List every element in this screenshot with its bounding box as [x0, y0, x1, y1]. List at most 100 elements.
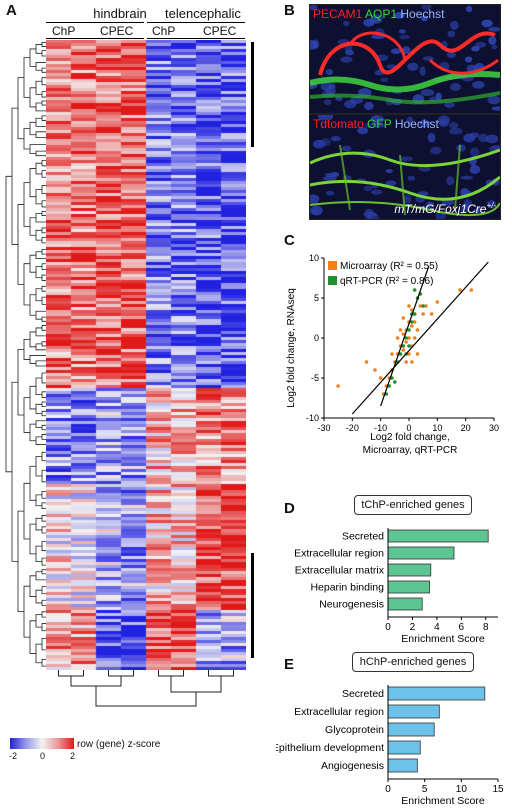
- category-label: Glycoprotein: [325, 724, 384, 736]
- nucleus: [446, 51, 456, 59]
- nucleus: [421, 15, 428, 22]
- nucleus: [430, 146, 442, 155]
- microarray-point: [469, 288, 474, 292]
- dendrogram-branch: [41, 434, 46, 440]
- dendrogram-branch: [41, 316, 46, 322]
- dendrogram-branch: [35, 44, 42, 54]
- dendrogram-branch: [29, 355, 46, 364]
- nucleus: [444, 102, 455, 108]
- nucleus: [370, 14, 383, 24]
- nucleus: [363, 185, 373, 192]
- microarray-point: [424, 304, 428, 308]
- scatter-y-tick-label: 10: [309, 253, 319, 263]
- dendrogram-branch: [35, 117, 46, 127]
- nucleus: [325, 190, 335, 196]
- microarray-point: [336, 384, 340, 388]
- microscopy-bottom-image: [310, 115, 500, 219]
- qrtpcr-point: [398, 352, 403, 356]
- microarray-point: [401, 348, 406, 352]
- nucleus: [406, 116, 414, 124]
- column-dendrogram-branch: [158, 670, 184, 677]
- panel-letter-c: C: [284, 232, 295, 249]
- enrichment-bar: [387, 529, 489, 543]
- nucleus: [310, 5, 318, 11]
- scatter-y-tick-label: -10: [306, 413, 319, 423]
- label-pecam1: PECAM1: [313, 7, 363, 21]
- column-dendrogram-branch: [170, 676, 222, 693]
- column-dendrogram-branch: [58, 670, 84, 677]
- dendrogram-branch: [17, 510, 24, 613]
- dendrogram-branch: [35, 360, 46, 367]
- dendrogram-branch: [23, 585, 30, 638]
- enrichment-bar: [387, 704, 440, 719]
- scatter-y-tick-label: -5: [311, 373, 319, 383]
- dendrogram-branch: [35, 213, 46, 223]
- column-dendrogram-branch: [95, 686, 197, 707]
- microarray-point: [378, 376, 383, 380]
- dendrogram-branch: [35, 62, 46, 71]
- legend-tick-max: 2: [70, 751, 76, 761]
- microarray-point: [407, 304, 411, 308]
- dendrogram-branch: [41, 100, 46, 106]
- nucleus: [470, 147, 480, 157]
- panel-letter-a: A: [6, 2, 17, 19]
- dendrogram-branch: [41, 569, 46, 575]
- category-label: Extracellular region: [294, 706, 384, 718]
- enrichment-bar: [387, 686, 486, 701]
- nucleus: [465, 5, 473, 13]
- microarray-point: [395, 336, 400, 340]
- bar-x-tick-label: 2: [410, 622, 416, 633]
- bar-x-tick-label: 6: [459, 622, 465, 633]
- nucleus: [448, 122, 459, 129]
- dendrogram-branch: [41, 227, 46, 234]
- dendrogram-branch: [5, 175, 12, 473]
- dendrogram-branch: [29, 87, 36, 108]
- nucleus: [322, 176, 337, 181]
- microarray-point: [364, 360, 369, 364]
- qrtpcr-point: [421, 304, 425, 308]
- nucleus: [325, 69, 333, 76]
- label-hoechst-top: Hoechst: [400, 7, 445, 21]
- dendrogram-branch: [29, 48, 36, 67]
- category-label: Neurogenesis: [319, 599, 384, 611]
- column-dendrogram-branch: [208, 670, 234, 677]
- genotype-caption: mT/mG/Foxj1Cre: [394, 202, 487, 216]
- nucleus: [422, 56, 435, 61]
- dendrogram-branch: [41, 67, 46, 73]
- dendrogram-branch: [35, 517, 42, 531]
- scatter-chart: Log2 fold change, RNAseq Log2 fold chang…: [286, 253, 499, 456]
- nucleus: [438, 118, 449, 128]
- scatter-x-tick-label: 10: [432, 423, 442, 433]
- category-label: Extracellular region: [294, 548, 384, 560]
- bar-chart-d: Secreted Extracellular region Extracellula…: [294, 528, 498, 642]
- bar-x-tick-label: 8: [483, 622, 489, 633]
- dendrogram-branch: [41, 160, 46, 167]
- qrtpcr-point: [410, 320, 414, 324]
- nucleus: [343, 20, 350, 27]
- nucleus: [460, 175, 473, 180]
- scatter-x-tick-label: -10: [374, 423, 387, 433]
- legend-label: qRT-PCR (R² = 0.86): [340, 276, 433, 287]
- dendrogram-branch: [29, 217, 36, 236]
- dendrogram-branch: [35, 288, 42, 302]
- bar-x-tick-label: 4: [434, 622, 440, 633]
- dendrogram-branch: [41, 623, 46, 632]
- dendrogram-branch: [41, 50, 46, 57]
- legend-swatch: [328, 261, 337, 270]
- zscore-legend-label: row (gene) z-score: [77, 739, 161, 750]
- dendrogram-branch: [41, 77, 46, 86]
- nucleus: [446, 176, 455, 186]
- dendrogram-branch: [41, 469, 46, 483]
- chart-e-title: hChP-enriched genes: [352, 652, 474, 672]
- scatter-x-tick-label: -20: [346, 423, 359, 433]
- nucleus: [491, 145, 500, 150]
- bar-x-tick-label: 10: [456, 784, 468, 795]
- microarray-point: [429, 312, 434, 316]
- col-label-tel-cpec: CPEC: [203, 24, 237, 38]
- nucleus: [341, 145, 352, 152]
- dendrogram-branch: [41, 211, 46, 216]
- microarray-point: [412, 320, 417, 324]
- nucleus: [475, 205, 482, 213]
- nucleus: [462, 202, 471, 210]
- scatter-xlabel-2: Microarray, qRT-PCR: [363, 445, 458, 456]
